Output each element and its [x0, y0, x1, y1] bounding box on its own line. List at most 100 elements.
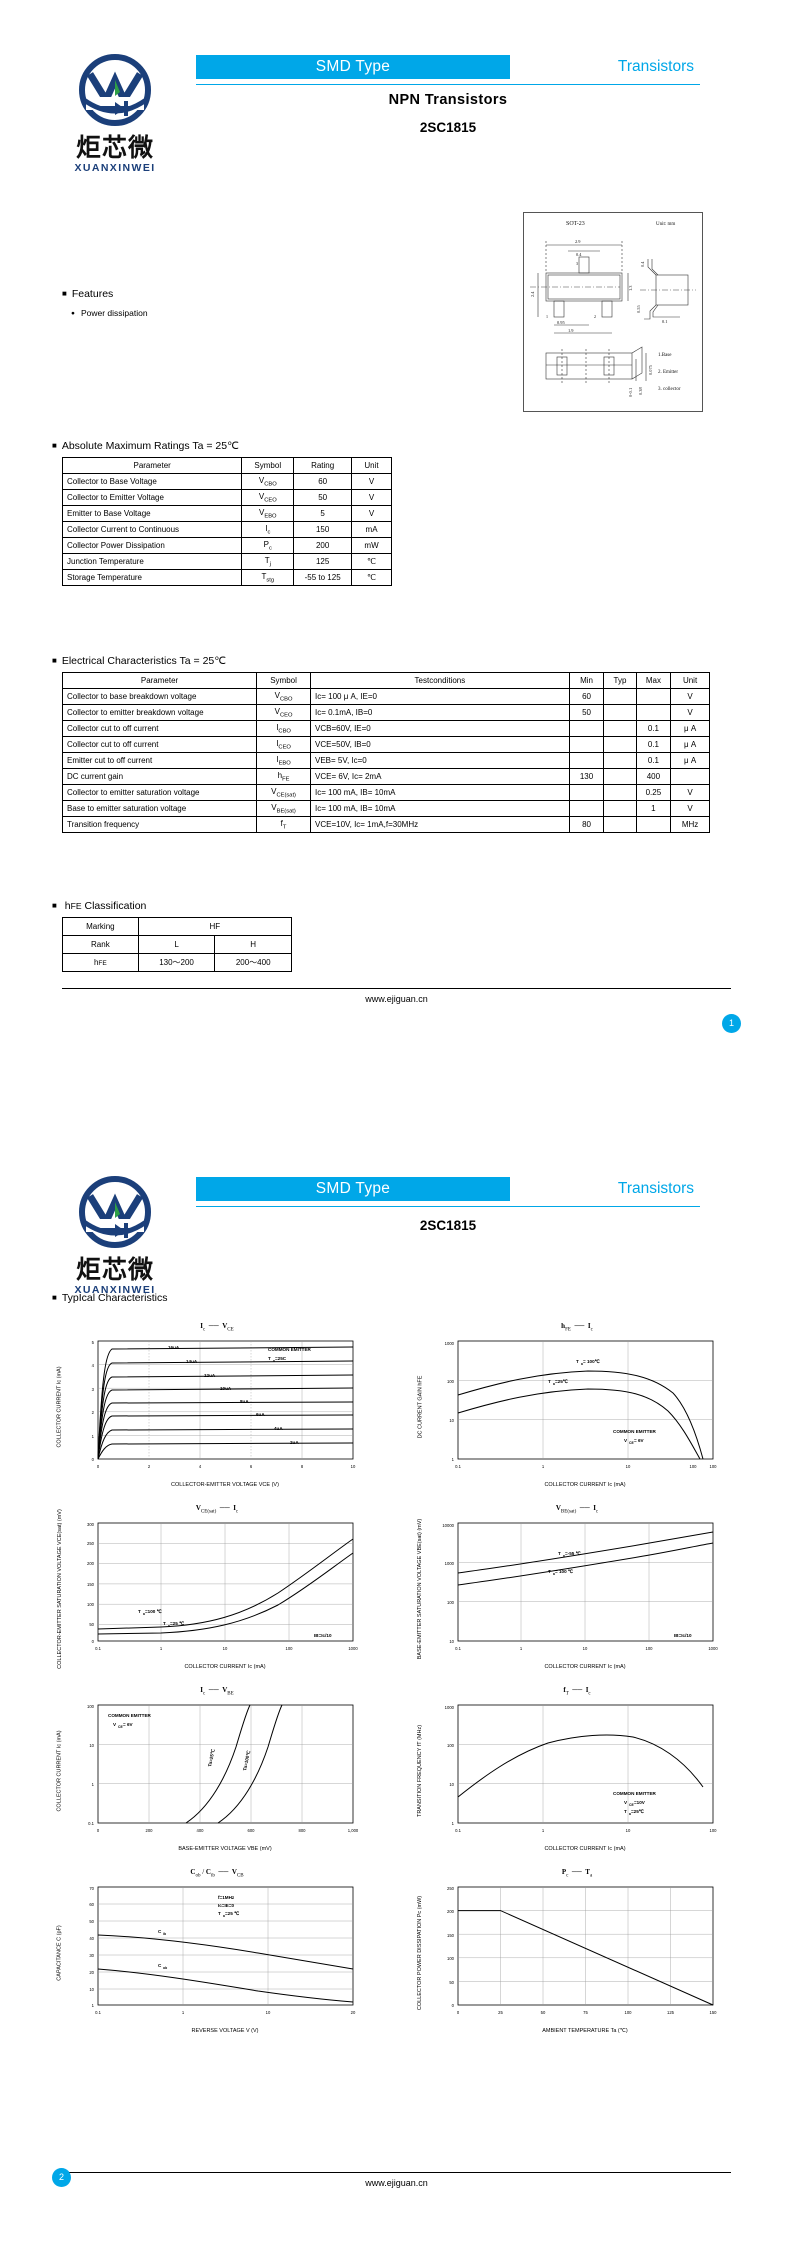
svg-text:10: 10: [626, 1464, 631, 1469]
header-band-right-label: Transistors: [617, 58, 694, 75]
company-logo: 炬芯微 XUANXINWEI: [60, 1174, 170, 1296]
table-row: Emitter cut to off current IEBO VEB= 5V, I…: [61, 752, 710, 769]
cell-unit: V: [670, 784, 710, 801]
chart-vbesat-ic: VBE(sat) ── Ic BASE-EMITTER SATURATION V…: [412, 1504, 742, 1670]
cell-testconditions: VEB= 5V, Ic=0: [310, 752, 570, 769]
footer-url[interactable]: www.ejiguan.cn: [365, 994, 428, 1004]
svg-text:T: T: [548, 1379, 551, 1384]
cell-unit: ℃: [351, 553, 392, 570]
cell-unit: μ A: [670, 720, 710, 737]
svg-text:=25 ℃: =25 ℃: [170, 1620, 185, 1626]
cell-testconditions: VCE=10V, Ic= 1mA,f=30MHz: [310, 816, 570, 833]
hfe-rank-l: L: [137, 935, 216, 954]
cell-rating: 200: [293, 537, 353, 554]
svg-text:0.95: 0.95: [557, 320, 565, 325]
table-row: Collector to Base Voltage VCBO 60 V: [61, 473, 392, 490]
svg-text:2uA: 2uA: [290, 1440, 299, 1445]
col-typ: Typ: [603, 672, 637, 689]
cell-unit: ℃: [351, 569, 392, 586]
svg-text:0.1: 0.1: [455, 1828, 461, 1833]
chart-ylabel: TRANSITION FREQUENCY fT (MHz): [417, 1724, 424, 1818]
svg-text:1: 1: [542, 1828, 545, 1833]
company-logo: 炬芯微 XUANXINWEI: [60, 52, 170, 174]
col-symbol: Symbol: [256, 672, 311, 689]
svg-text:10000: 10000: [442, 1523, 454, 1528]
svg-text:4uA: 4uA: [274, 1426, 283, 1431]
package-outline-drawing: SOT-23 Unit: mm: [523, 212, 703, 412]
col-parameter: Parameter: [61, 672, 258, 689]
cell-rating: 125: [293, 553, 353, 570]
electrical-table: Parameter Symbol Testconditions Min Typ …: [61, 672, 710, 833]
cell-max: [635, 704, 672, 721]
svg-text:ob: ob: [163, 1966, 167, 1970]
svg-text:4: 4: [199, 1464, 202, 1469]
svg-text:2. Emitter: 2. Emitter: [658, 370, 678, 375]
svg-text:10: 10: [89, 1987, 94, 1992]
chart-plot: 0.1 1 10 100 0 200 400 600 800 1,000 COMMON E…: [87, 1704, 359, 1833]
svg-text:8uA: 8uA: [240, 1399, 249, 1404]
svg-text:V: V: [624, 1438, 628, 1443]
cell-parameter: Collector Power Dissipation: [61, 537, 243, 554]
cell-max: 1: [635, 800, 672, 817]
header-band-label: SMD Type: [315, 1180, 391, 1197]
page-footer: www.ejiguan.cn 1: [0, 970, 793, 1033]
svg-text:100: 100: [87, 1602, 95, 1607]
footer-url[interactable]: www.ejiguan.cn: [365, 2178, 428, 2188]
svg-text:T: T: [576, 1359, 579, 1364]
cell-min: 60: [568, 688, 605, 705]
cell-min: [568, 752, 605, 769]
table-row: Marking HF: [62, 917, 293, 936]
svg-text:40: 40: [89, 1936, 94, 1941]
svg-text:0: 0: [97, 1464, 100, 1469]
svg-text:1000: 1000: [348, 1646, 358, 1651]
svg-text:2.9: 2.9: [575, 239, 581, 244]
svg-text:1: 1: [546, 314, 548, 319]
svg-text:= 6V: = 6V: [123, 1722, 134, 1727]
chart-xlabel: COLLECTOR CURRENT Ic (mA): [184, 1664, 266, 1670]
svg-text:1: 1: [452, 1457, 455, 1462]
chart-xlabel: COLLECTOR CURRENT Ic (mA): [544, 1482, 626, 1488]
svg-text:0-0.1: 0-0.1: [628, 388, 633, 397]
svg-text:a: a: [168, 1624, 170, 1628]
cell-symbol: IEBO: [256, 752, 311, 769]
cell-typ: [603, 688, 637, 705]
svg-text:100: 100: [447, 1379, 455, 1384]
svg-text:COMMON EMITTER: COMMON EMITTER: [268, 1347, 312, 1352]
table-header-row: Parameter Symbol Testconditions Min Typ …: [61, 672, 710, 689]
svg-text:T: T: [268, 1356, 271, 1361]
svg-text:0.55: 0.55: [636, 305, 641, 313]
svg-text:T: T: [558, 1551, 561, 1556]
chart-row: Ic ── VCE COLLECTOR CURRENT Ic (mA): [52, 1322, 742, 1488]
chart-xlabel: AMBIENT TEMPERATURE Ta (℃): [542, 2028, 628, 2034]
svg-text:COMMON EMITTER: COMMON EMITTER: [613, 1791, 657, 1796]
chart-xlabel: COLLECTOR-EMITTER VOLTAGE VCE (V): [171, 1482, 279, 1488]
svg-text:a: a: [553, 1572, 555, 1576]
svg-text:50: 50: [89, 1622, 94, 1627]
cell-max: [635, 816, 672, 833]
svg-text:a: a: [143, 1612, 145, 1616]
svg-text:100: 100: [625, 2010, 633, 2015]
svg-text:100: 100: [87, 1704, 95, 1709]
cell-symbol: VCBO: [241, 473, 295, 490]
svg-text:16uA: 16uA: [168, 1345, 180, 1350]
hfe-table: Marking HF Rank L H hFE 130～200 200～400: [62, 917, 293, 972]
table-row: Collector to emitter breakdown voltage VC…: [61, 704, 710, 721]
cell-testconditions: VCB=60V, IE=0: [310, 720, 570, 737]
svg-text:70: 70: [89, 1886, 94, 1891]
svg-text:0.1: 0.1: [455, 1464, 461, 1469]
hfe-heading: hFE Classification: [52, 900, 147, 912]
svg-text:a: a: [273, 1359, 275, 1363]
part-number: 2SC1815: [419, 120, 477, 135]
cell-symbol: Tstg: [241, 569, 295, 586]
svg-text:200: 200: [447, 1909, 455, 1914]
svg-text:3: 3: [92, 1387, 95, 1392]
svg-text:= 100℃: = 100℃: [583, 1358, 601, 1364]
chart-ft-ic: fT ── Ic TRANSITION FREQUENCY fT (MHz): [412, 1686, 742, 1852]
chart-ylabel: COLLECTOR CURRENT Ic (mA): [57, 1730, 63, 1812]
cell-unit: mA: [351, 521, 392, 538]
svg-text:400: 400: [197, 1828, 205, 1833]
